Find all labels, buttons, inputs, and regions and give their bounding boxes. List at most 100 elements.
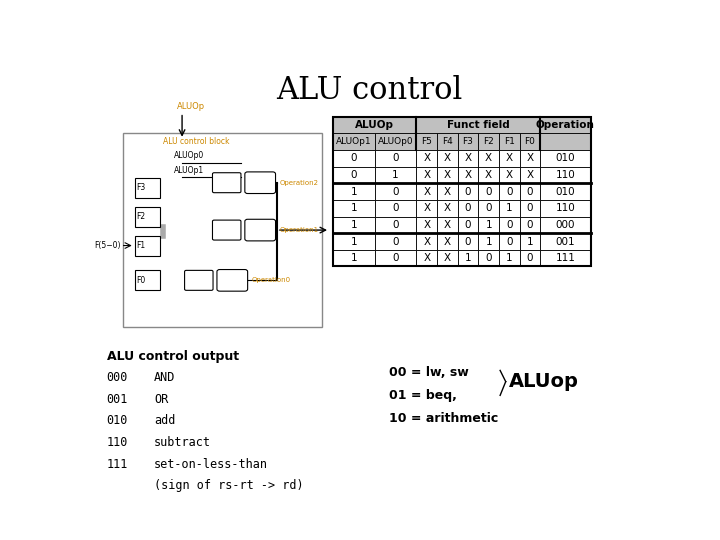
Text: 0: 0: [527, 220, 534, 230]
Text: 0: 0: [506, 220, 513, 230]
Bar: [124, 133, 322, 327]
Bar: [374, 167, 416, 183]
Bar: [499, 150, 520, 167]
Bar: [520, 217, 540, 233]
Text: 0: 0: [351, 153, 357, 164]
Text: 1: 1: [351, 237, 357, 247]
Bar: [333, 117, 416, 133]
Bar: [416, 150, 437, 167]
Bar: [540, 167, 590, 183]
Text: X: X: [423, 170, 431, 180]
Text: X: X: [423, 220, 431, 230]
Bar: [333, 133, 374, 150]
Text: 0: 0: [527, 253, 534, 263]
Bar: [458, 167, 478, 183]
Text: ALU control block: ALU control block: [163, 137, 229, 146]
FancyBboxPatch shape: [212, 173, 241, 193]
Bar: [478, 167, 499, 183]
Text: 0: 0: [485, 203, 492, 213]
Bar: [437, 150, 458, 167]
Text: X: X: [485, 153, 492, 164]
Text: X: X: [485, 170, 492, 180]
Text: 0: 0: [465, 220, 472, 230]
Bar: [416, 233, 437, 250]
Bar: [416, 250, 437, 266]
Text: F2: F2: [483, 137, 494, 146]
Text: add: add: [154, 415, 176, 428]
Text: 010: 010: [107, 415, 128, 428]
Bar: [135, 235, 160, 255]
Bar: [458, 133, 478, 150]
Bar: [499, 133, 520, 150]
Bar: [416, 200, 437, 217]
Bar: [499, 167, 520, 183]
Bar: [540, 150, 590, 167]
Bar: [499, 200, 520, 217]
Text: F1: F1: [136, 241, 145, 250]
Bar: [437, 167, 458, 183]
Text: X: X: [505, 153, 513, 164]
Bar: [520, 250, 540, 266]
Bar: [540, 250, 590, 266]
Text: Operation1: Operation1: [279, 227, 319, 233]
Text: 0: 0: [465, 237, 472, 247]
Bar: [374, 200, 416, 217]
Bar: [437, 133, 458, 150]
Text: Funct field: Funct field: [447, 120, 510, 130]
Bar: [437, 233, 458, 250]
Text: 0: 0: [485, 253, 492, 263]
Text: X: X: [464, 153, 472, 164]
Bar: [333, 217, 374, 233]
Text: ALUOp0: ALUOp0: [174, 151, 204, 160]
Text: 0: 0: [485, 187, 492, 197]
Text: X: X: [444, 203, 451, 213]
Text: X: X: [423, 203, 431, 213]
Bar: [333, 167, 374, 183]
Text: X: X: [423, 253, 431, 263]
Text: 1: 1: [526, 237, 534, 247]
Bar: [416, 117, 540, 133]
Bar: [458, 183, 478, 200]
Bar: [499, 250, 520, 266]
Bar: [333, 250, 374, 266]
Text: 010: 010: [556, 187, 575, 197]
Bar: [520, 150, 540, 167]
FancyBboxPatch shape: [245, 219, 276, 241]
Text: ALUop: ALUop: [508, 372, 578, 391]
Text: 001: 001: [107, 393, 128, 406]
Text: 000: 000: [107, 371, 128, 384]
FancyBboxPatch shape: [184, 271, 213, 291]
Text: Operation2: Operation2: [279, 180, 319, 186]
Text: 0: 0: [527, 187, 534, 197]
Bar: [499, 217, 520, 233]
Text: X: X: [444, 170, 451, 180]
Text: F5: F5: [421, 137, 432, 146]
Text: F2: F2: [136, 212, 145, 221]
Text: 111: 111: [555, 253, 575, 263]
Text: 1: 1: [485, 220, 492, 230]
Bar: [540, 200, 590, 217]
Text: 10 = arithmetic: 10 = arithmetic: [389, 412, 498, 425]
FancyBboxPatch shape: [245, 172, 276, 193]
Bar: [333, 183, 374, 200]
Text: 0: 0: [392, 187, 399, 197]
Text: ALUOp1: ALUOp1: [174, 166, 204, 175]
Text: F0: F0: [136, 276, 145, 285]
Text: F0: F0: [525, 137, 536, 146]
Text: X: X: [444, 187, 451, 197]
Text: 111: 111: [107, 458, 128, 471]
Bar: [499, 233, 520, 250]
Text: 0: 0: [392, 237, 399, 247]
Bar: [458, 150, 478, 167]
Bar: [520, 233, 540, 250]
Text: X: X: [423, 237, 431, 247]
Bar: [478, 183, 499, 200]
Text: set-on-less-than: set-on-less-than: [154, 458, 268, 471]
Text: 0: 0: [392, 253, 399, 263]
Text: F3: F3: [463, 137, 474, 146]
Bar: [478, 250, 499, 266]
Bar: [437, 183, 458, 200]
Bar: [333, 150, 374, 167]
Text: 1: 1: [392, 170, 399, 180]
Bar: [478, 133, 499, 150]
